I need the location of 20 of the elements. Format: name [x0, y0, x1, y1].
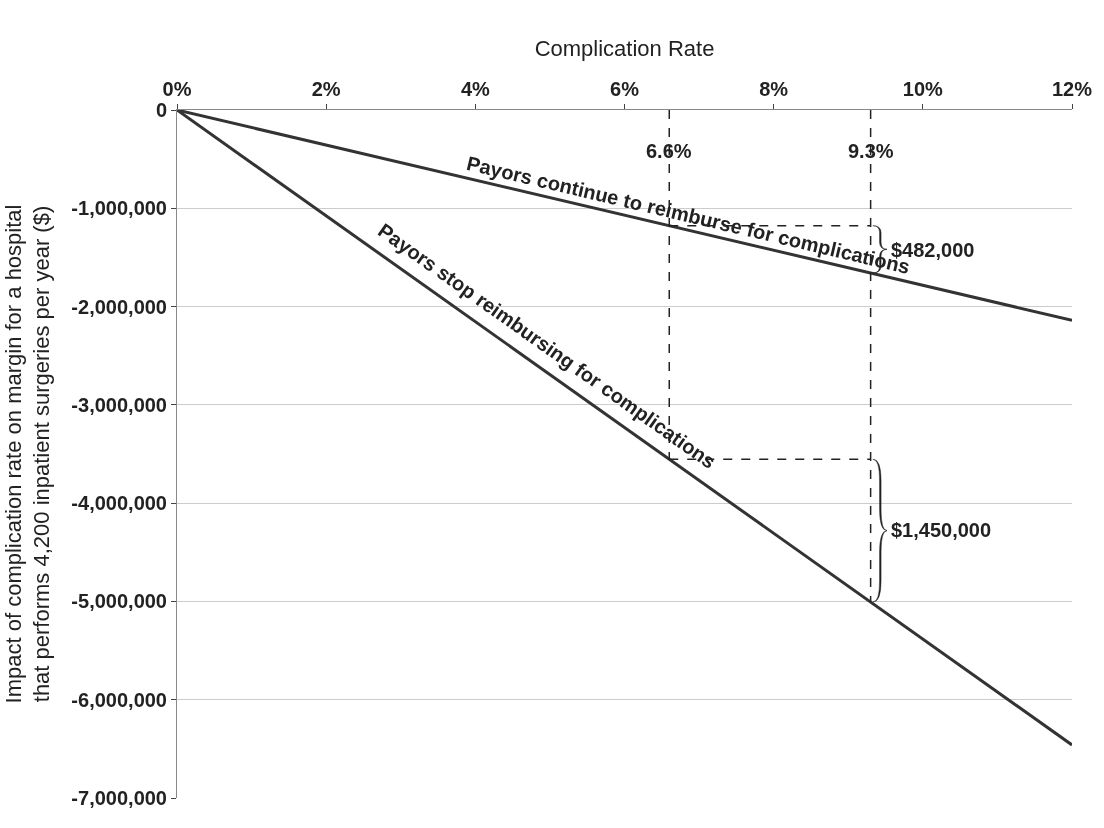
- y-tick-label: 0: [155, 99, 167, 121]
- y-tick-label: -7,000,000: [71, 787, 167, 809]
- x-tick-label: 6%: [610, 78, 640, 100]
- y-axis-title: Impact of complication rate on margin for a hospital that performs 4,200 inpatient surgeries per year ($): [0, 204, 55, 704]
- y-tick-label: -3,000,000: [71, 393, 167, 416]
- x-tick-label: 10%: [902, 78, 944, 100]
- x-tick-label: 12%: [1051, 78, 1093, 100]
- x-axis-title: Complication Rate: [534, 35, 715, 61]
- x-tick-label: 0%: [162, 78, 192, 100]
- x-tick-label: 4%: [460, 78, 490, 100]
- y-tick-label: -5,000,000: [71, 590, 167, 613]
- y-tick-label: -1,000,000: [71, 197, 167, 220]
- ref-line-label: 6.6%: [646, 140, 692, 162]
- y-tick-label: -2,000,000: [71, 295, 167, 318]
- x-tick-label: 8%: [759, 78, 789, 100]
- annotation: $1,450,000: [891, 519, 992, 541]
- ref-line-label: 9.3%: [848, 140, 894, 162]
- y-tick-label: -6,000,000: [71, 688, 167, 711]
- y-tick-label: -4,000,000: [71, 492, 167, 515]
- x-tick-label: 2%: [311, 78, 341, 100]
